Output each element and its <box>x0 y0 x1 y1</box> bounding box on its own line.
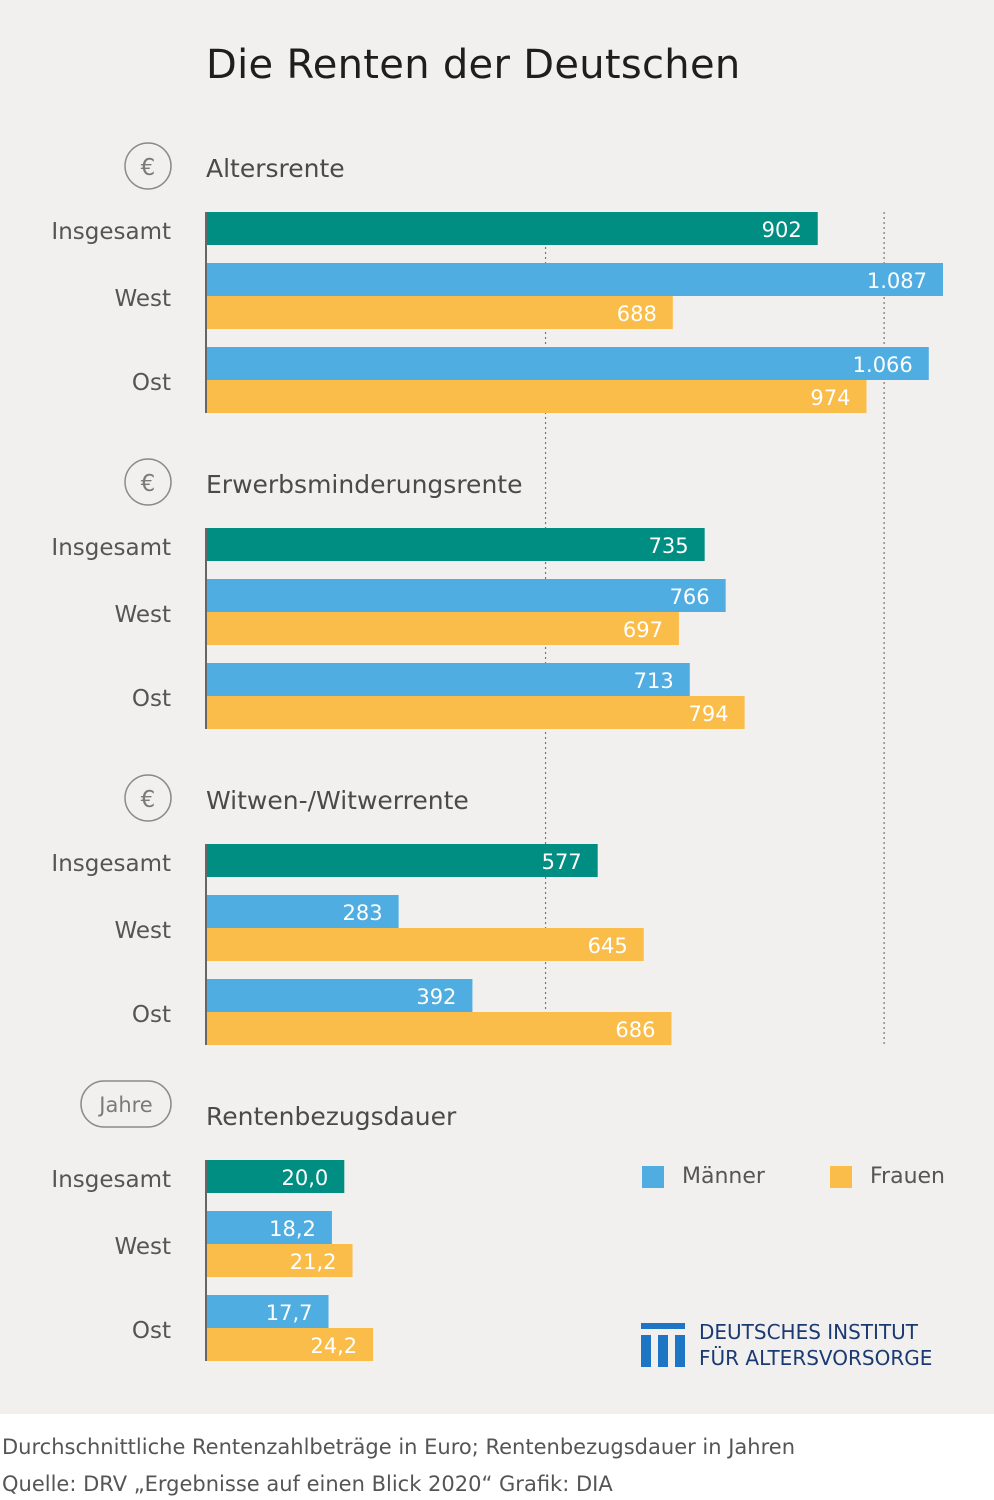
legend-item-maenner: Männer <box>642 1164 765 1189</box>
category-label: Ost <box>132 686 171 712</box>
category-label: West <box>114 602 171 628</box>
bar-frauen <box>207 696 745 729</box>
bar-value-label: 17,7 <box>266 1301 313 1325</box>
unit-badge-jahre <box>80 1080 172 1128</box>
bar-value-label: 686 <box>615 1018 655 1042</box>
bar-value-label: 18,2 <box>269 1217 316 1241</box>
bar-insgesamt <box>207 528 705 561</box>
bar-value-label: 697 <box>623 618 663 642</box>
legend-label-maenner: Männer <box>682 1164 765 1189</box>
dia-logo: DEUTSCHES INSTITUT FÜR ALTERSVORSORGE <box>641 1319 932 1371</box>
bar-frauen <box>207 380 867 413</box>
euro-badge-icon <box>124 458 172 506</box>
euro-badge-label: € <box>141 471 156 497</box>
bar-value-label: 392 <box>416 985 456 1009</box>
bar-value-label: 283 <box>343 901 383 925</box>
euro-badge-label: € <box>141 155 156 181</box>
category-label: Ost <box>132 1318 171 1344</box>
bar-maenner <box>207 579 726 612</box>
bar-maenner <box>207 663 690 696</box>
legend-label-frauen: Frauen <box>870 1164 946 1189</box>
category-label: West <box>114 1234 171 1260</box>
legend-swatch-frauen <box>830 1165 852 1188</box>
bar-value-label: 713 <box>634 669 674 693</box>
bar-insgesamt <box>207 844 598 877</box>
bar-value-label: 902 <box>762 218 802 242</box>
logo-text: DEUTSCHES INSTITUT FÜR ALTERSVORSORGE <box>699 1319 932 1371</box>
category-label: Insgesamt <box>51 851 171 877</box>
section-title: Rentenbezugsdauer <box>206 1102 457 1131</box>
category-label: Insgesamt <box>51 1167 171 1193</box>
euro-badge-icon <box>124 142 172 190</box>
bar-frauen <box>207 1244 353 1277</box>
bar-maenner <box>207 347 929 380</box>
bar-frauen <box>207 612 679 645</box>
caption-line-1: Durchschnittliche Rentenzahlbeträge in E… <box>2 1435 796 1459</box>
bar-value-label: 688 <box>617 302 657 326</box>
bar-maenner <box>207 895 399 928</box>
category-label: West <box>114 286 171 312</box>
euro-badge-icon <box>124 774 172 822</box>
bar-maenner <box>207 1211 332 1244</box>
bar-value-label: 974 <box>810 386 850 410</box>
logo-line-2: FÜR ALTERSVORSORGE <box>699 1346 933 1370</box>
bar-maenner <box>207 979 473 1012</box>
legend-swatch-maenner <box>642 1165 664 1188</box>
section-title: Erwerbsminderungsrente <box>206 470 522 499</box>
bar-insgesamt <box>207 212 818 245</box>
bar-value-label: 794 <box>689 702 729 726</box>
unit-badge-label: Jahre <box>97 1093 152 1117</box>
bar-maenner <box>207 263 944 296</box>
euro-badge-label: € <box>141 787 156 813</box>
section-title: Altersrente <box>206 154 345 183</box>
section-title: Witwen-/Witwerrente <box>206 786 469 815</box>
bar-maenner <box>207 1295 329 1328</box>
bar-frauen <box>207 1328 374 1361</box>
bar-value-label: 24,2 <box>310 1334 357 1358</box>
bar-value-label: 1.066 <box>853 353 913 377</box>
legend-item-frauen: Frauen <box>830 1164 945 1189</box>
bar-value-label: 20,0 <box>282 1166 329 1190</box>
page-title: Die Renten der Deutschen <box>206 42 741 88</box>
bar-frauen <box>207 1012 672 1045</box>
bar-value-label: 577 <box>542 850 582 874</box>
bar-chart: € Altersrente Insgesamt West Ost 902 1.087 1.06… <box>51 142 944 1361</box>
bar-value-label: 766 <box>670 585 710 609</box>
bar-value-label: 735 <box>649 534 689 558</box>
category-label: Insgesamt <box>51 535 171 561</box>
logo-line-1: DEUTSCHES INSTITUT <box>699 1320 919 1344</box>
bar-value-label: 1.087 <box>867 269 927 293</box>
bar-frauen <box>207 296 673 329</box>
category-label: Ost <box>132 370 171 396</box>
bar-insgesamt <box>207 1160 345 1193</box>
category-label: Ost <box>132 1002 171 1028</box>
dia-columns-logo-icon <box>641 1323 685 1367</box>
caption-line-2: Quelle: DRV „Ergebnisse auf einen Blick … <box>2 1472 613 1496</box>
category-label: Insgesamt <box>51 219 171 245</box>
bar-value-label: 645 <box>588 934 628 958</box>
bar-frauen <box>207 928 644 961</box>
bar-value-label: 21,2 <box>290 1250 337 1274</box>
category-label: West <box>114 918 171 944</box>
